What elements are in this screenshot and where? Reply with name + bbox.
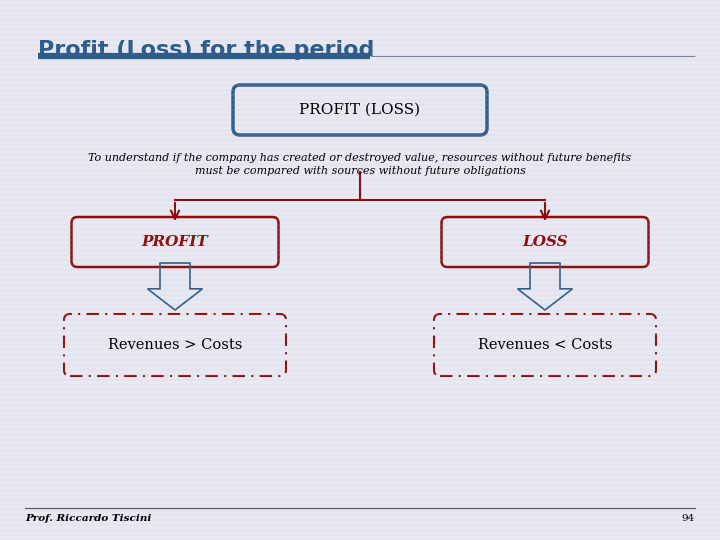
- Text: Profit (Loss) for the period: Profit (Loss) for the period: [38, 40, 374, 60]
- Text: LOSS: LOSS: [522, 235, 568, 249]
- Text: To understand if the company has created or destroyed value, resources without f: To understand if the company has created…: [89, 153, 631, 163]
- Text: must be compared with sources without future obligations: must be compared with sources without fu…: [194, 166, 526, 176]
- FancyBboxPatch shape: [233, 85, 487, 135]
- Text: Revenues > Costs: Revenues > Costs: [108, 338, 242, 352]
- Text: PROFIT: PROFIT: [142, 235, 208, 249]
- FancyBboxPatch shape: [441, 217, 649, 267]
- FancyBboxPatch shape: [434, 314, 656, 376]
- Text: PROFIT (LOSS): PROFIT (LOSS): [300, 103, 420, 117]
- Text: 94: 94: [682, 514, 695, 523]
- FancyBboxPatch shape: [71, 217, 279, 267]
- Text: Revenues < Costs: Revenues < Costs: [478, 338, 612, 352]
- FancyBboxPatch shape: [64, 314, 286, 376]
- Text: Prof. Riccardo Tiscini: Prof. Riccardo Tiscini: [25, 514, 151, 523]
